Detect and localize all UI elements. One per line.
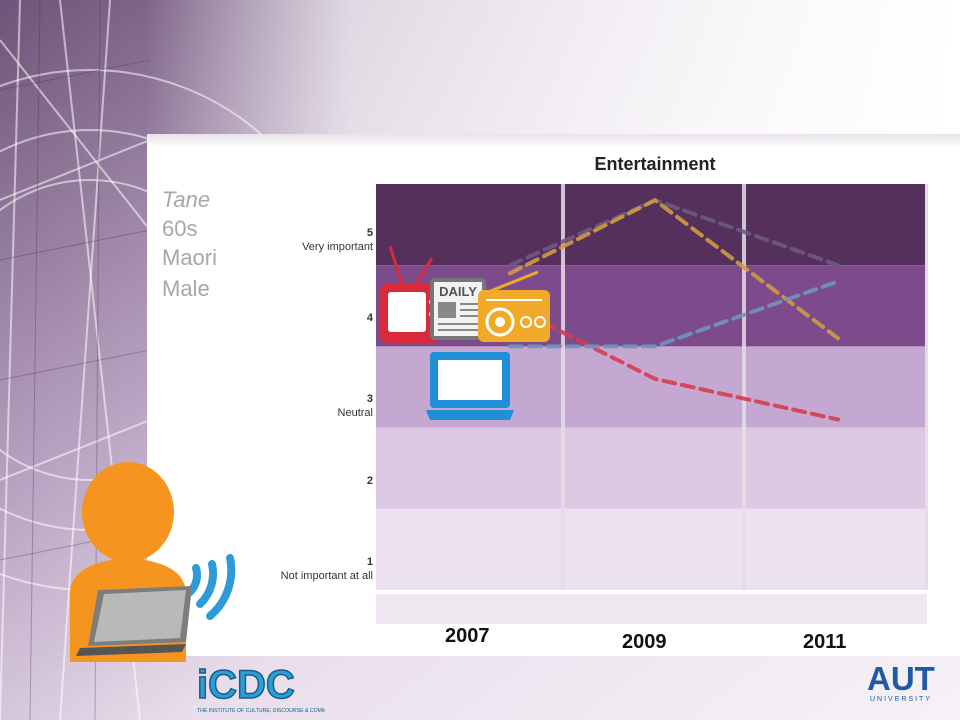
y-tick-3: 3 Neutral — [338, 392, 373, 420]
y-tick-label: 3 — [366, 393, 373, 405]
panel-shadow — [147, 134, 960, 148]
y-tick-5: 5 Very important — [302, 226, 373, 254]
y-tick-4: 4 — [367, 311, 373, 325]
y-tick-label: 1 — [366, 556, 373, 568]
newspaper-icon: DAILY — [430, 278, 486, 340]
y-tick-label: 5 — [366, 227, 373, 239]
person-gender: Male — [162, 276, 210, 301]
y-tick-sublabel: Not important at all — [280, 570, 373, 582]
y-tick-sublabel: Neutral — [337, 407, 373, 419]
aut-logo: AUT UNIVERSITY — [867, 660, 935, 703]
chart-floor — [376, 594, 927, 624]
svg-text:THE INSTITUTE OF CULTURE, DISC: THE INSTITUTE OF CULTURE, DISCOURSE & CO… — [197, 708, 325, 714]
band-1 — [376, 508, 927, 590]
person-illustration — [70, 462, 236, 662]
chart-title: Entertainment — [594, 154, 716, 174]
laptop-illustration-icon — [76, 586, 192, 656]
series-line-laptop — [508, 279, 840, 349]
band-5 — [376, 184, 927, 266]
series-line-tv — [508, 303, 840, 422]
wifi-icon — [186, 554, 236, 620]
y-tick-2: 2 — [367, 474, 373, 488]
svg-text:DAILY: DAILY — [439, 284, 477, 299]
column-divider — [742, 184, 746, 590]
series-line-radio — [508, 197, 840, 341]
person-ethnicity: Maori — [162, 245, 218, 270]
icdc-logo: iCDC THE INSTITUTE OF CULTURE, DISCOURSE… — [196, 662, 325, 714]
y-tick-sublabel: Very important — [302, 241, 373, 253]
x-tick-label-2009: 2009 — [622, 631, 667, 653]
person-age: 60s — [162, 216, 198, 241]
y-tick-label: 4 — [366, 312, 373, 324]
svg-text:iCDC: iCDC — [197, 663, 295, 707]
band-2 — [376, 427, 927, 509]
person-name: Tane — [162, 187, 211, 212]
x-tick-label-2011: 2011 — [803, 631, 847, 653]
svg-text:UNIVERSITY: UNIVERSITY — [870, 696, 932, 703]
x-tick-label-2007: 2007 — [445, 625, 490, 647]
column-divider — [561, 184, 565, 590]
laptop-icon — [426, 352, 514, 420]
y-tick-1: 1 Not important at all — [281, 555, 373, 583]
plot-right-edge — [925, 184, 928, 590]
svg-text:AUT: AUT — [867, 660, 935, 697]
y-tick-label: 2 — [366, 475, 373, 487]
radio-icon — [478, 270, 550, 342]
